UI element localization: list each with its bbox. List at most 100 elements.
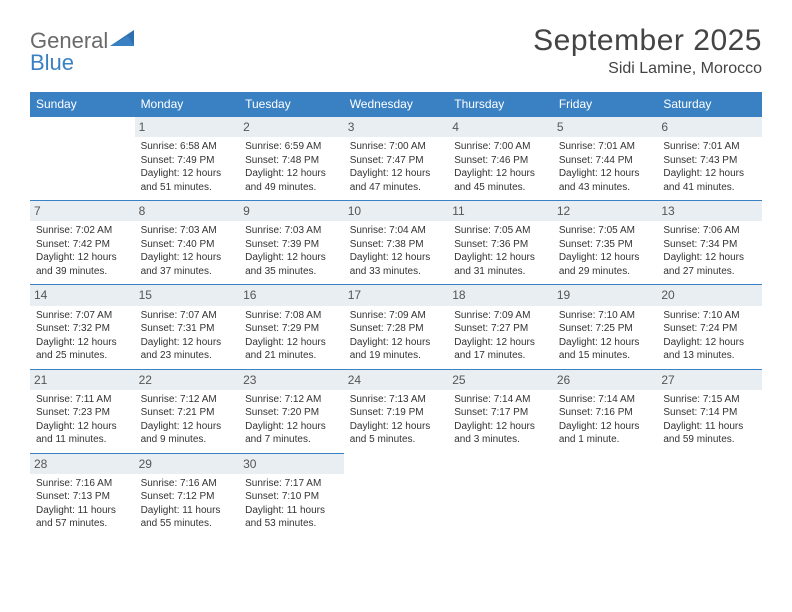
daylight-text: Daylight: 12 hours and 21 minutes.	[245, 336, 338, 363]
day-number: 2	[239, 117, 344, 137]
calendar-cell: 25Sunrise: 7:14 AMSunset: 7:17 PMDayligh…	[448, 369, 553, 453]
sunset-text: Sunset: 7:47 PM	[350, 154, 443, 168]
sunset-text: Sunset: 7:13 PM	[36, 490, 129, 504]
sunrise-text: Sunrise: 7:05 AM	[559, 224, 652, 238]
day-header: Wednesday	[344, 92, 449, 117]
day-number: 15	[135, 285, 240, 305]
daylight-text: Daylight: 12 hours and 17 minutes.	[454, 336, 547, 363]
sunset-text: Sunset: 7:16 PM	[559, 406, 652, 420]
calendar-cell	[553, 453, 658, 537]
day-number: 29	[135, 454, 240, 474]
sunrise-text: Sunrise: 7:12 AM	[141, 393, 234, 407]
calendar-cell: 15Sunrise: 7:07 AMSunset: 7:31 PMDayligh…	[135, 285, 240, 369]
calendar-cell: 2 Sunrise: 6:59 AMSunset: 7:48 PMDaylight…	[239, 117, 344, 201]
calendar-page: General Blue September 2025 Sidi Lamine,…	[0, 0, 792, 561]
day-header: Sunday	[30, 92, 135, 117]
title-block: September 2025 Sidi Lamine, Morocco	[533, 24, 762, 78]
sunrise-text: Sunrise: 7:07 AM	[36, 309, 129, 323]
calendar-cell: 13Sunrise: 7:06 AMSunset: 7:34 PMDayligh…	[657, 201, 762, 285]
logo-word-blue: Blue	[30, 50, 74, 75]
calendar-cell: 3Sunrise: 7:00 AMSunset: 7:47 PMDaylight…	[344, 117, 449, 201]
sunset-text: Sunset: 7:49 PM	[141, 154, 234, 168]
calendar-cell: 6Sunrise: 7:01 AMSunset: 7:43 PMDaylight…	[657, 117, 762, 201]
daylight-text: Daylight: 12 hours and 3 minutes.	[454, 420, 547, 447]
daylight-text: Daylight: 11 hours and 53 minutes.	[245, 504, 338, 531]
sunset-text: Sunset: 7:40 PM	[141, 238, 234, 252]
sunset-text: Sunset: 7:29 PM	[245, 322, 338, 336]
day-number: 6	[657, 117, 762, 137]
daylight-text: Daylight: 12 hours and 27 minutes.	[663, 251, 756, 278]
day-number: 21	[30, 370, 135, 390]
sunset-text: Sunset: 7:10 PM	[245, 490, 338, 504]
sunrise-text: Sunrise: 7:03 AM	[245, 224, 338, 238]
day-number: 27	[657, 370, 762, 390]
sunset-text: Sunset: 7:46 PM	[454, 154, 547, 168]
daylight-text: Daylight: 12 hours and 49 minutes.	[245, 167, 338, 194]
day-number: 14	[30, 285, 135, 305]
sunset-text: Sunset: 7:39 PM	[245, 238, 338, 252]
calendar-cell: 20Sunrise: 7:10 AMSunset: 7:24 PMDayligh…	[657, 285, 762, 369]
calendar-cell: 28Sunrise: 7:16 AMSunset: 7:13 PMDayligh…	[30, 453, 135, 537]
sunrise-text: Sunrise: 7:09 AM	[350, 309, 443, 323]
calendar-cell	[448, 453, 553, 537]
calendar-cell: 21Sunrise: 7:11 AMSunset: 7:23 PMDayligh…	[30, 369, 135, 453]
daylight-text: Daylight: 12 hours and 43 minutes.	[559, 167, 652, 194]
sunrise-text: Sunrise: 6:59 AM	[245, 140, 338, 154]
sunrise-text: Sunrise: 7:16 AM	[36, 477, 129, 491]
calendar-cell: 11Sunrise: 7:05 AMSunset: 7:36 PMDayligh…	[448, 201, 553, 285]
sunrise-text: Sunrise: 7:16 AM	[141, 477, 234, 491]
daylight-text: Daylight: 12 hours and 11 minutes.	[36, 420, 129, 447]
day-number: 18	[448, 285, 553, 305]
sunset-text: Sunset: 7:24 PM	[663, 322, 756, 336]
sunset-text: Sunset: 7:21 PM	[141, 406, 234, 420]
day-number: 7	[30, 201, 135, 221]
sunrise-text: Sunrise: 7:14 AM	[559, 393, 652, 407]
sunrise-text: Sunrise: 7:11 AM	[36, 393, 129, 407]
sunset-text: Sunset: 7:38 PM	[350, 238, 443, 252]
sunrise-text: Sunrise: 7:14 AM	[454, 393, 547, 407]
daylight-text: Daylight: 12 hours and 31 minutes.	[454, 251, 547, 278]
sunrise-text: Sunrise: 7:01 AM	[559, 140, 652, 154]
daylight-text: Daylight: 11 hours and 59 minutes.	[663, 420, 756, 447]
calendar-cell: 27Sunrise: 7:15 AMSunset: 7:14 PMDayligh…	[657, 369, 762, 453]
daylight-text: Daylight: 12 hours and 1 minute.	[559, 420, 652, 447]
calendar-cell: 26Sunrise: 7:14 AMSunset: 7:16 PMDayligh…	[553, 369, 658, 453]
calendar-cell: 1Sunrise: 6:58 AMSunset: 7:49 PMDaylight…	[135, 117, 240, 201]
day-header: Thursday	[448, 92, 553, 117]
sunrise-text: Sunrise: 7:10 AM	[663, 309, 756, 323]
day-header: Friday	[553, 92, 658, 117]
brand-logo: General Blue	[30, 28, 136, 74]
location-text: Sidi Lamine, Morocco	[533, 60, 762, 78]
sunset-text: Sunset: 7:44 PM	[559, 154, 652, 168]
calendar-cell: 23Sunrise: 7:12 AMSunset: 7:20 PMDayligh…	[239, 369, 344, 453]
sunrise-text: Sunrise: 7:03 AM	[141, 224, 234, 238]
sunrise-text: Sunrise: 7:00 AM	[350, 140, 443, 154]
month-title: September 2025	[533, 24, 762, 58]
calendar-cell: 8Sunrise: 7:03 AMSunset: 7:40 PMDaylight…	[135, 201, 240, 285]
page-header: General Blue September 2025 Sidi Lamine,…	[30, 24, 762, 78]
day-header: Monday	[135, 92, 240, 117]
day-number: 3	[344, 117, 449, 137]
calendar-week-row: 21Sunrise: 7:11 AMSunset: 7:23 PMDayligh…	[30, 369, 762, 453]
day-number: 12	[553, 201, 658, 221]
daylight-text: Daylight: 12 hours and 37 minutes.	[141, 251, 234, 278]
daylight-text: Daylight: 11 hours and 57 minutes.	[36, 504, 129, 531]
calendar-table: Sunday Monday Tuesday Wednesday Thursday…	[30, 92, 762, 537]
day-number: 23	[239, 370, 344, 390]
day-number: 20	[657, 285, 762, 305]
sunrise-text: Sunrise: 7:08 AM	[245, 309, 338, 323]
sunrise-text: Sunrise: 7:02 AM	[36, 224, 129, 238]
calendar-cell: 4Sunrise: 7:00 AMSunset: 7:46 PMDaylight…	[448, 117, 553, 201]
daylight-text: Daylight: 12 hours and 19 minutes.	[350, 336, 443, 363]
sunrise-text: Sunrise: 7:10 AM	[559, 309, 652, 323]
daylight-text: Daylight: 12 hours and 51 minutes.	[141, 167, 234, 194]
calendar-cell: 5Sunrise: 7:01 AMSunset: 7:44 PMDaylight…	[553, 117, 658, 201]
calendar-cell: 12Sunrise: 7:05 AMSunset: 7:35 PMDayligh…	[553, 201, 658, 285]
calendar-cell: 22Sunrise: 7:12 AMSunset: 7:21 PMDayligh…	[135, 369, 240, 453]
sunset-text: Sunset: 7:48 PM	[245, 154, 338, 168]
day-number: 17	[344, 285, 449, 305]
calendar-week-row: 28Sunrise: 7:16 AMSunset: 7:13 PMDayligh…	[30, 453, 762, 537]
sunrise-text: Sunrise: 7:01 AM	[663, 140, 756, 154]
calendar-cell	[344, 453, 449, 537]
day-number: 11	[448, 201, 553, 221]
